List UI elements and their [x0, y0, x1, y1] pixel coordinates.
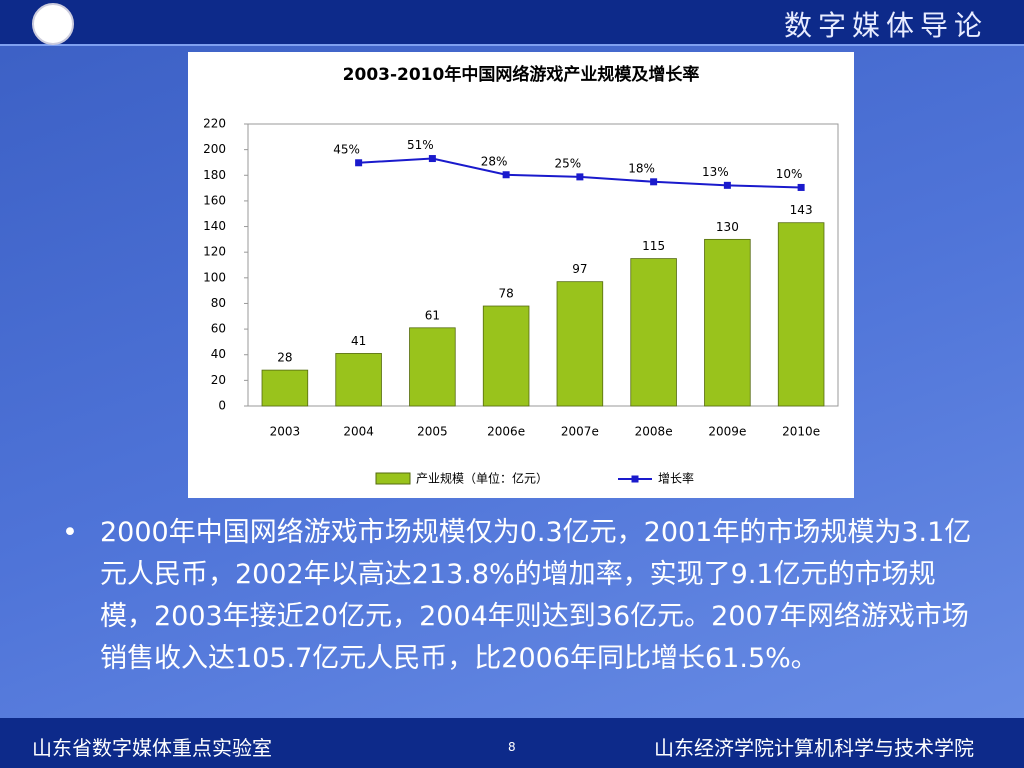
- legend-swatch: [631, 475, 639, 483]
- line-marker: [797, 183, 805, 191]
- x-tick-label: 2009e: [708, 425, 746, 439]
- logo: [32, 3, 74, 45]
- bar: [409, 327, 456, 407]
- line-marker: [428, 155, 436, 163]
- bar: [704, 238, 751, 407]
- bar-label: 41: [351, 334, 366, 348]
- bar: [482, 305, 530, 407]
- bullet-dot: •: [62, 517, 78, 548]
- bar: [261, 369, 309, 407]
- bar: [556, 281, 604, 407]
- bar-label: 97: [572, 262, 587, 276]
- line-marker: [502, 171, 510, 179]
- y-tick-label: 40: [211, 347, 226, 361]
- y-tick-label: 220: [203, 117, 226, 131]
- bar-label: 143: [790, 203, 813, 217]
- y-tick-label: 0: [218, 399, 226, 413]
- x-tick-label: 2006e: [487, 425, 525, 439]
- x-tick-label: 2010e: [782, 425, 820, 439]
- plot-frame: [247, 123, 839, 407]
- line-label: 45%: [333, 142, 360, 156]
- y-tick-label: 80: [211, 296, 226, 310]
- bar-label: 61: [425, 308, 440, 322]
- bar-label: 130: [716, 220, 739, 234]
- bar-label: 78: [498, 287, 513, 301]
- line-label: 28%: [481, 154, 508, 168]
- x-tick-label: 2007e: [561, 425, 599, 439]
- y-tick-label: 160: [203, 193, 226, 207]
- legend-label: 增长率: [658, 471, 694, 486]
- line-label: 13%: [702, 165, 729, 179]
- line-label: 51%: [407, 138, 434, 152]
- x-tick-label: 2005: [417, 425, 448, 439]
- page-number: 8: [508, 740, 516, 754]
- x-tick-label: 2004: [343, 425, 374, 439]
- y-tick-label: 180: [203, 168, 226, 182]
- bar-label: 115: [642, 239, 665, 253]
- header-bar: 数字媒体导论: [0, 0, 1024, 46]
- y-tick-label: 20: [211, 373, 226, 387]
- line-label: 25%: [555, 156, 582, 170]
- header-title: 数字媒体导论: [783, 9, 988, 42]
- bar: [630, 258, 677, 407]
- y-tick-label: 140: [203, 219, 226, 233]
- bullet-text: 2000年中国网络游戏市场规模仅为0.3亿元，2001年的市场规模为3.1亿元人…: [100, 517, 972, 674]
- line-marker: [723, 181, 731, 189]
- y-tick-label: 100: [203, 270, 226, 284]
- bar-label: 28: [277, 351, 292, 365]
- line-label: 10%: [776, 167, 803, 181]
- line-marker: [355, 159, 363, 167]
- y-tick-label: 120: [203, 245, 226, 259]
- line-label: 18%: [628, 161, 655, 175]
- footer-left: 山东省数字媒体重点实验室: [32, 736, 272, 760]
- line-marker: [650, 178, 658, 186]
- footer-right: 山东经济学院计算机科学与技术学院: [654, 736, 974, 760]
- legend-swatch: [375, 472, 411, 485]
- chart-title: 2003-2010年中国网络游戏产业规模及增长率: [343, 64, 700, 85]
- line-marker: [576, 173, 584, 181]
- bar: [335, 353, 382, 407]
- chart: 2003-2010年中国网络游戏产业规模及增长率 0 20 40 60 80 100 120…: [188, 52, 854, 498]
- y-tick-label: 60: [211, 322, 226, 336]
- x-tick-label: 2003: [270, 425, 301, 439]
- x-tick-label: 2008e: [635, 425, 673, 439]
- footer-bar: 山东省数字媒体重点实验室 8 山东经济学院计算机科学与技术学院: [0, 718, 1024, 768]
- y-tick-label: 200: [203, 142, 226, 156]
- legend-label: 产业规模（单位：亿元）: [416, 471, 548, 486]
- bar: [777, 222, 825, 407]
